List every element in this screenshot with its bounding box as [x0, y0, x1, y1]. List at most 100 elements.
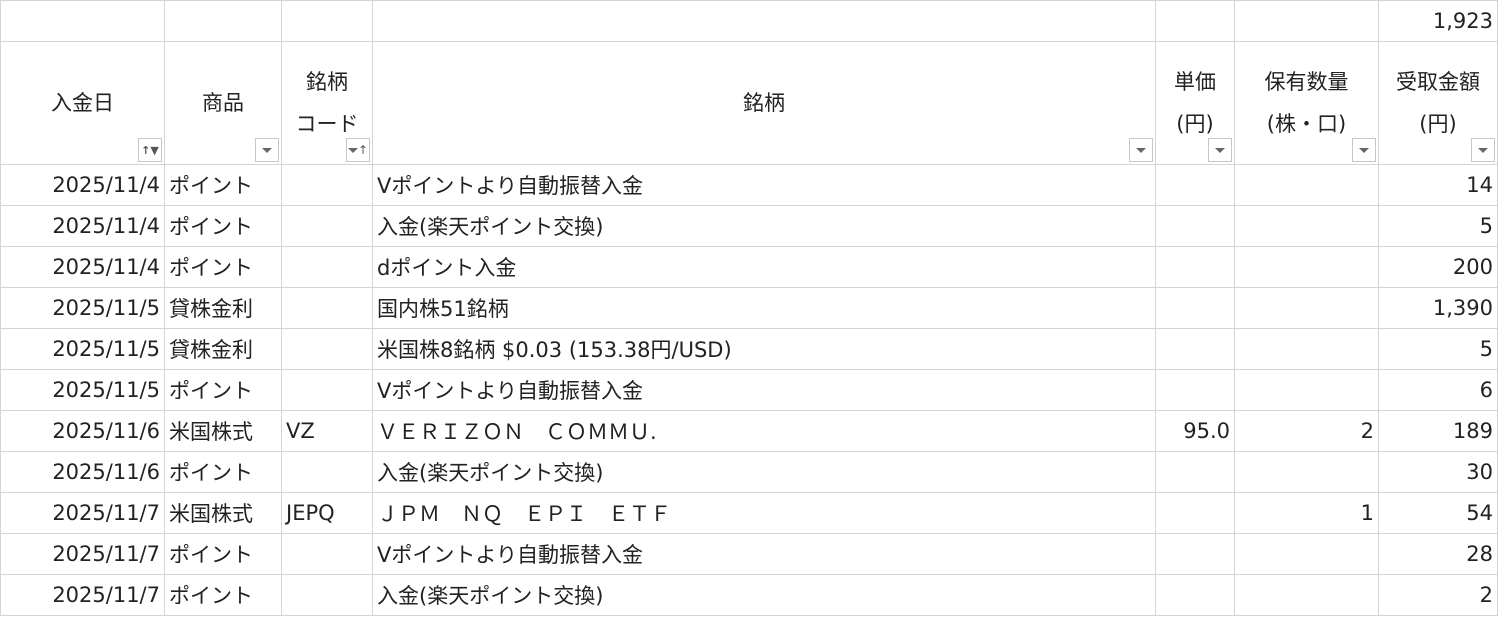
header-cell-product[interactable]: 商品 [164, 41, 282, 165]
cell-amount[interactable]: 28 [1378, 533, 1498, 575]
header-cell-code[interactable]: 銘柄 コード ↑ [281, 41, 373, 165]
cell-code[interactable] [281, 369, 373, 411]
cell-qty[interactable] [1234, 451, 1379, 493]
cell-price[interactable] [1155, 533, 1235, 575]
cell-qty[interactable] [1234, 287, 1379, 329]
cell-date[interactable]: 2025/11/5 [0, 328, 165, 370]
cell-name[interactable]: 入金(楽天ポイント交換) [372, 205, 1156, 247]
cell-qty[interactable] [1234, 205, 1379, 247]
cell-qty[interactable] [1234, 328, 1379, 370]
cell-name[interactable]: Vポイントより自動振替入金 [372, 369, 1156, 411]
header-cell-qty[interactable]: 保有数量 (株・口) [1234, 41, 1379, 165]
cell-qty[interactable] [1234, 574, 1379, 616]
cell-product[interactable]: ポイント [164, 574, 282, 616]
cell-date[interactable]: 2025/11/6 [0, 451, 165, 493]
dropdown-filter-button[interactable] [1471, 138, 1495, 162]
cell-qty[interactable] [1234, 246, 1379, 288]
cell-amount[interactable]: 14 [1378, 164, 1498, 206]
cell-code[interactable] [281, 328, 373, 370]
cell-product[interactable]: ポイント [164, 451, 282, 493]
cell-code[interactable] [281, 287, 373, 329]
cell-amount[interactable]: 5 [1378, 328, 1498, 370]
dropdown-filter-button[interactable] [1352, 138, 1376, 162]
header-cell-name[interactable]: 銘柄 [372, 41, 1156, 165]
header-cell-date[interactable]: 入金日 ↑▼ [0, 41, 165, 165]
cell-price[interactable] [1155, 451, 1235, 493]
total-amount-cell[interactable]: 1,923 [1378, 0, 1498, 42]
cell-date[interactable]: 2025/11/7 [0, 533, 165, 575]
cell-name[interactable]: ＶＥＲＩＺＯＮ ＣＯＭＭＵ. [372, 410, 1156, 452]
cell[interactable] [281, 0, 373, 42]
cell-name[interactable]: 入金(楽天ポイント交換) [372, 574, 1156, 616]
cell-amount[interactable]: 5 [1378, 205, 1498, 247]
cell-code[interactable]: VZ [281, 410, 373, 452]
cell-date[interactable]: 2025/11/5 [0, 287, 165, 329]
cell-price[interactable] [1155, 164, 1235, 206]
cell-price[interactable] [1155, 287, 1235, 329]
dropdown-filter-button[interactable] [1129, 138, 1153, 162]
cell-price[interactable] [1155, 205, 1235, 247]
cell-price[interactable] [1155, 369, 1235, 411]
cell-amount[interactable]: 30 [1378, 451, 1498, 493]
cell-product[interactable]: ポイント [164, 533, 282, 575]
cell-name[interactable]: ＪＰＭ ＮＱ ＥＰＩ ＥＴＦ [372, 492, 1156, 534]
cell-qty[interactable]: 2 [1234, 410, 1379, 452]
header-cell-amount[interactable]: 受取金額 (円) [1378, 41, 1498, 165]
cell[interactable] [164, 0, 282, 42]
cell-name[interactable]: 入金(楽天ポイント交換) [372, 451, 1156, 493]
cell-amount[interactable]: 6 [1378, 369, 1498, 411]
cell-code[interactable] [281, 574, 373, 616]
dropdown-icon [1478, 143, 1488, 157]
cell-price[interactable] [1155, 492, 1235, 534]
cell-product[interactable]: 米国株式 [164, 410, 282, 452]
cell-date[interactable]: 2025/11/6 [0, 410, 165, 452]
cell-qty[interactable] [1234, 369, 1379, 411]
cell-product[interactable]: 貸株金利 [164, 287, 282, 329]
cell-date[interactable]: 2025/11/5 [0, 369, 165, 411]
cell-price[interactable] [1155, 574, 1235, 616]
cell-name[interactable]: 国内株51銘柄 [372, 287, 1156, 329]
cell-qty[interactable] [1234, 533, 1379, 575]
sort-asc-filter-filter-button[interactable]: ↑▼ [138, 138, 162, 162]
cell-name[interactable]: Vポイントより自動振替入金 [372, 164, 1156, 206]
cell-amount[interactable]: 2 [1378, 574, 1498, 616]
sort-asc-filter-button[interactable]: ↑ [346, 138, 370, 162]
cell-price[interactable] [1155, 328, 1235, 370]
cell-product[interactable]: ポイント [164, 205, 282, 247]
cell-name[interactable]: dポイント入金 [372, 246, 1156, 288]
cell[interactable] [1155, 0, 1235, 42]
cell-product[interactable]: ポイント [164, 164, 282, 206]
cell-qty[interactable] [1234, 164, 1379, 206]
cell-code[interactable] [281, 246, 373, 288]
cell-date[interactable]: 2025/11/4 [0, 164, 165, 206]
cell-product[interactable]: ポイント [164, 246, 282, 288]
cell-code[interactable] [281, 451, 373, 493]
dropdown-icon [262, 143, 272, 157]
cell-amount[interactable]: 1,390 [1378, 287, 1498, 329]
cell-name[interactable]: Vポイントより自動振替入金 [372, 533, 1156, 575]
header-cell-price[interactable]: 単価 (円) [1155, 41, 1235, 165]
cell-amount[interactable]: 200 [1378, 246, 1498, 288]
cell-date[interactable]: 2025/11/4 [0, 205, 165, 247]
cell-code[interactable] [281, 533, 373, 575]
cell-code[interactable]: JEPQ [281, 492, 373, 534]
cell[interactable] [372, 0, 1156, 42]
cell-date[interactable]: 2025/11/7 [0, 492, 165, 534]
cell-code[interactable] [281, 164, 373, 206]
cell-code[interactable] [281, 205, 373, 247]
dropdown-filter-button[interactable] [255, 138, 279, 162]
cell-amount[interactable]: 189 [1378, 410, 1498, 452]
cell[interactable] [1234, 0, 1379, 42]
cell-product[interactable]: ポイント [164, 369, 282, 411]
cell-date[interactable]: 2025/11/4 [0, 246, 165, 288]
cell-amount[interactable]: 54 [1378, 492, 1498, 534]
cell-product[interactable]: 米国株式 [164, 492, 282, 534]
cell-price[interactable]: 95.0 [1155, 410, 1235, 452]
cell-name[interactable]: 米国株8銘柄 $0.03 (153.38円/USD) [372, 328, 1156, 370]
cell-price[interactable] [1155, 246, 1235, 288]
cell[interactable] [0, 0, 165, 42]
cell-qty[interactable]: 1 [1234, 492, 1379, 534]
dropdown-filter-button[interactable] [1208, 138, 1232, 162]
cell-date[interactable]: 2025/11/7 [0, 574, 165, 616]
cell-product[interactable]: 貸株金利 [164, 328, 282, 370]
